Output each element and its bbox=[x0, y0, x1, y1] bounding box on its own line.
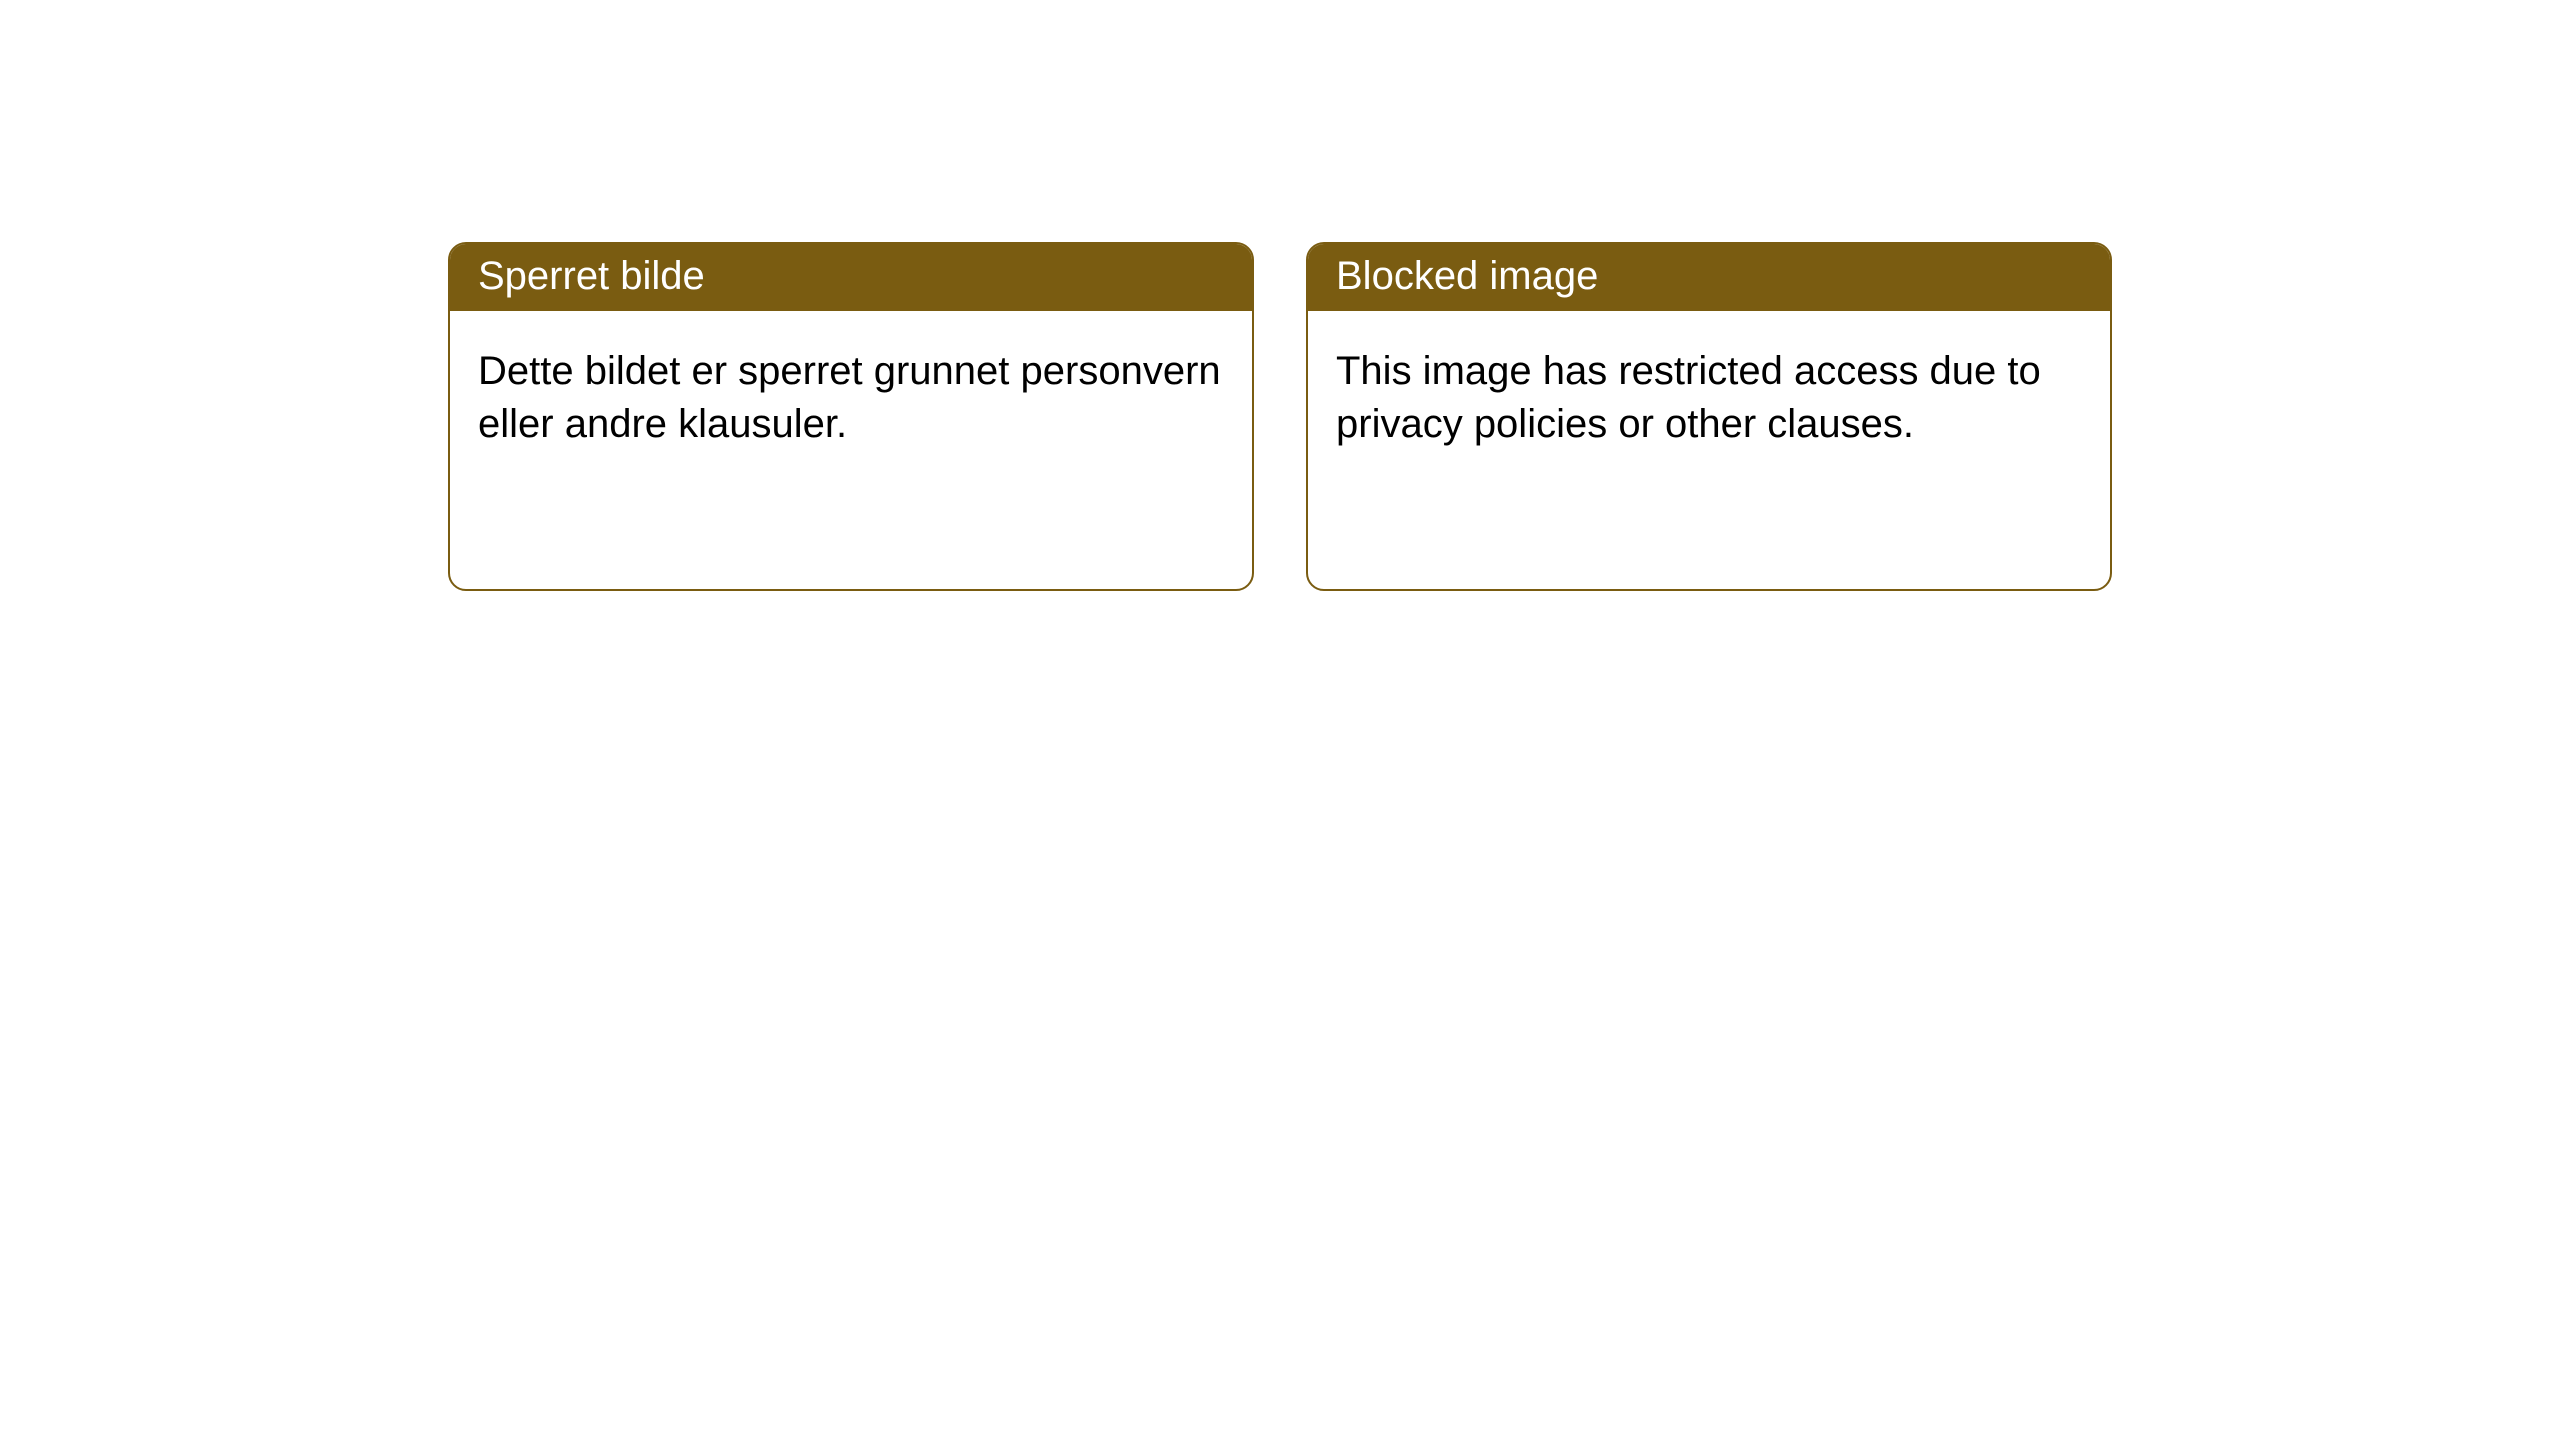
notice-cards-container: Sperret bilde Dette bildet er sperret gr… bbox=[0, 0, 2560, 591]
notice-card-english: Blocked image This image has restricted … bbox=[1306, 242, 2112, 591]
card-header: Blocked image bbox=[1308, 244, 2110, 311]
card-body: Dette bildet er sperret grunnet personve… bbox=[450, 311, 1252, 589]
card-body: This image has restricted access due to … bbox=[1308, 311, 2110, 589]
card-header: Sperret bilde bbox=[450, 244, 1252, 311]
notice-card-norwegian: Sperret bilde Dette bildet er sperret gr… bbox=[448, 242, 1254, 591]
